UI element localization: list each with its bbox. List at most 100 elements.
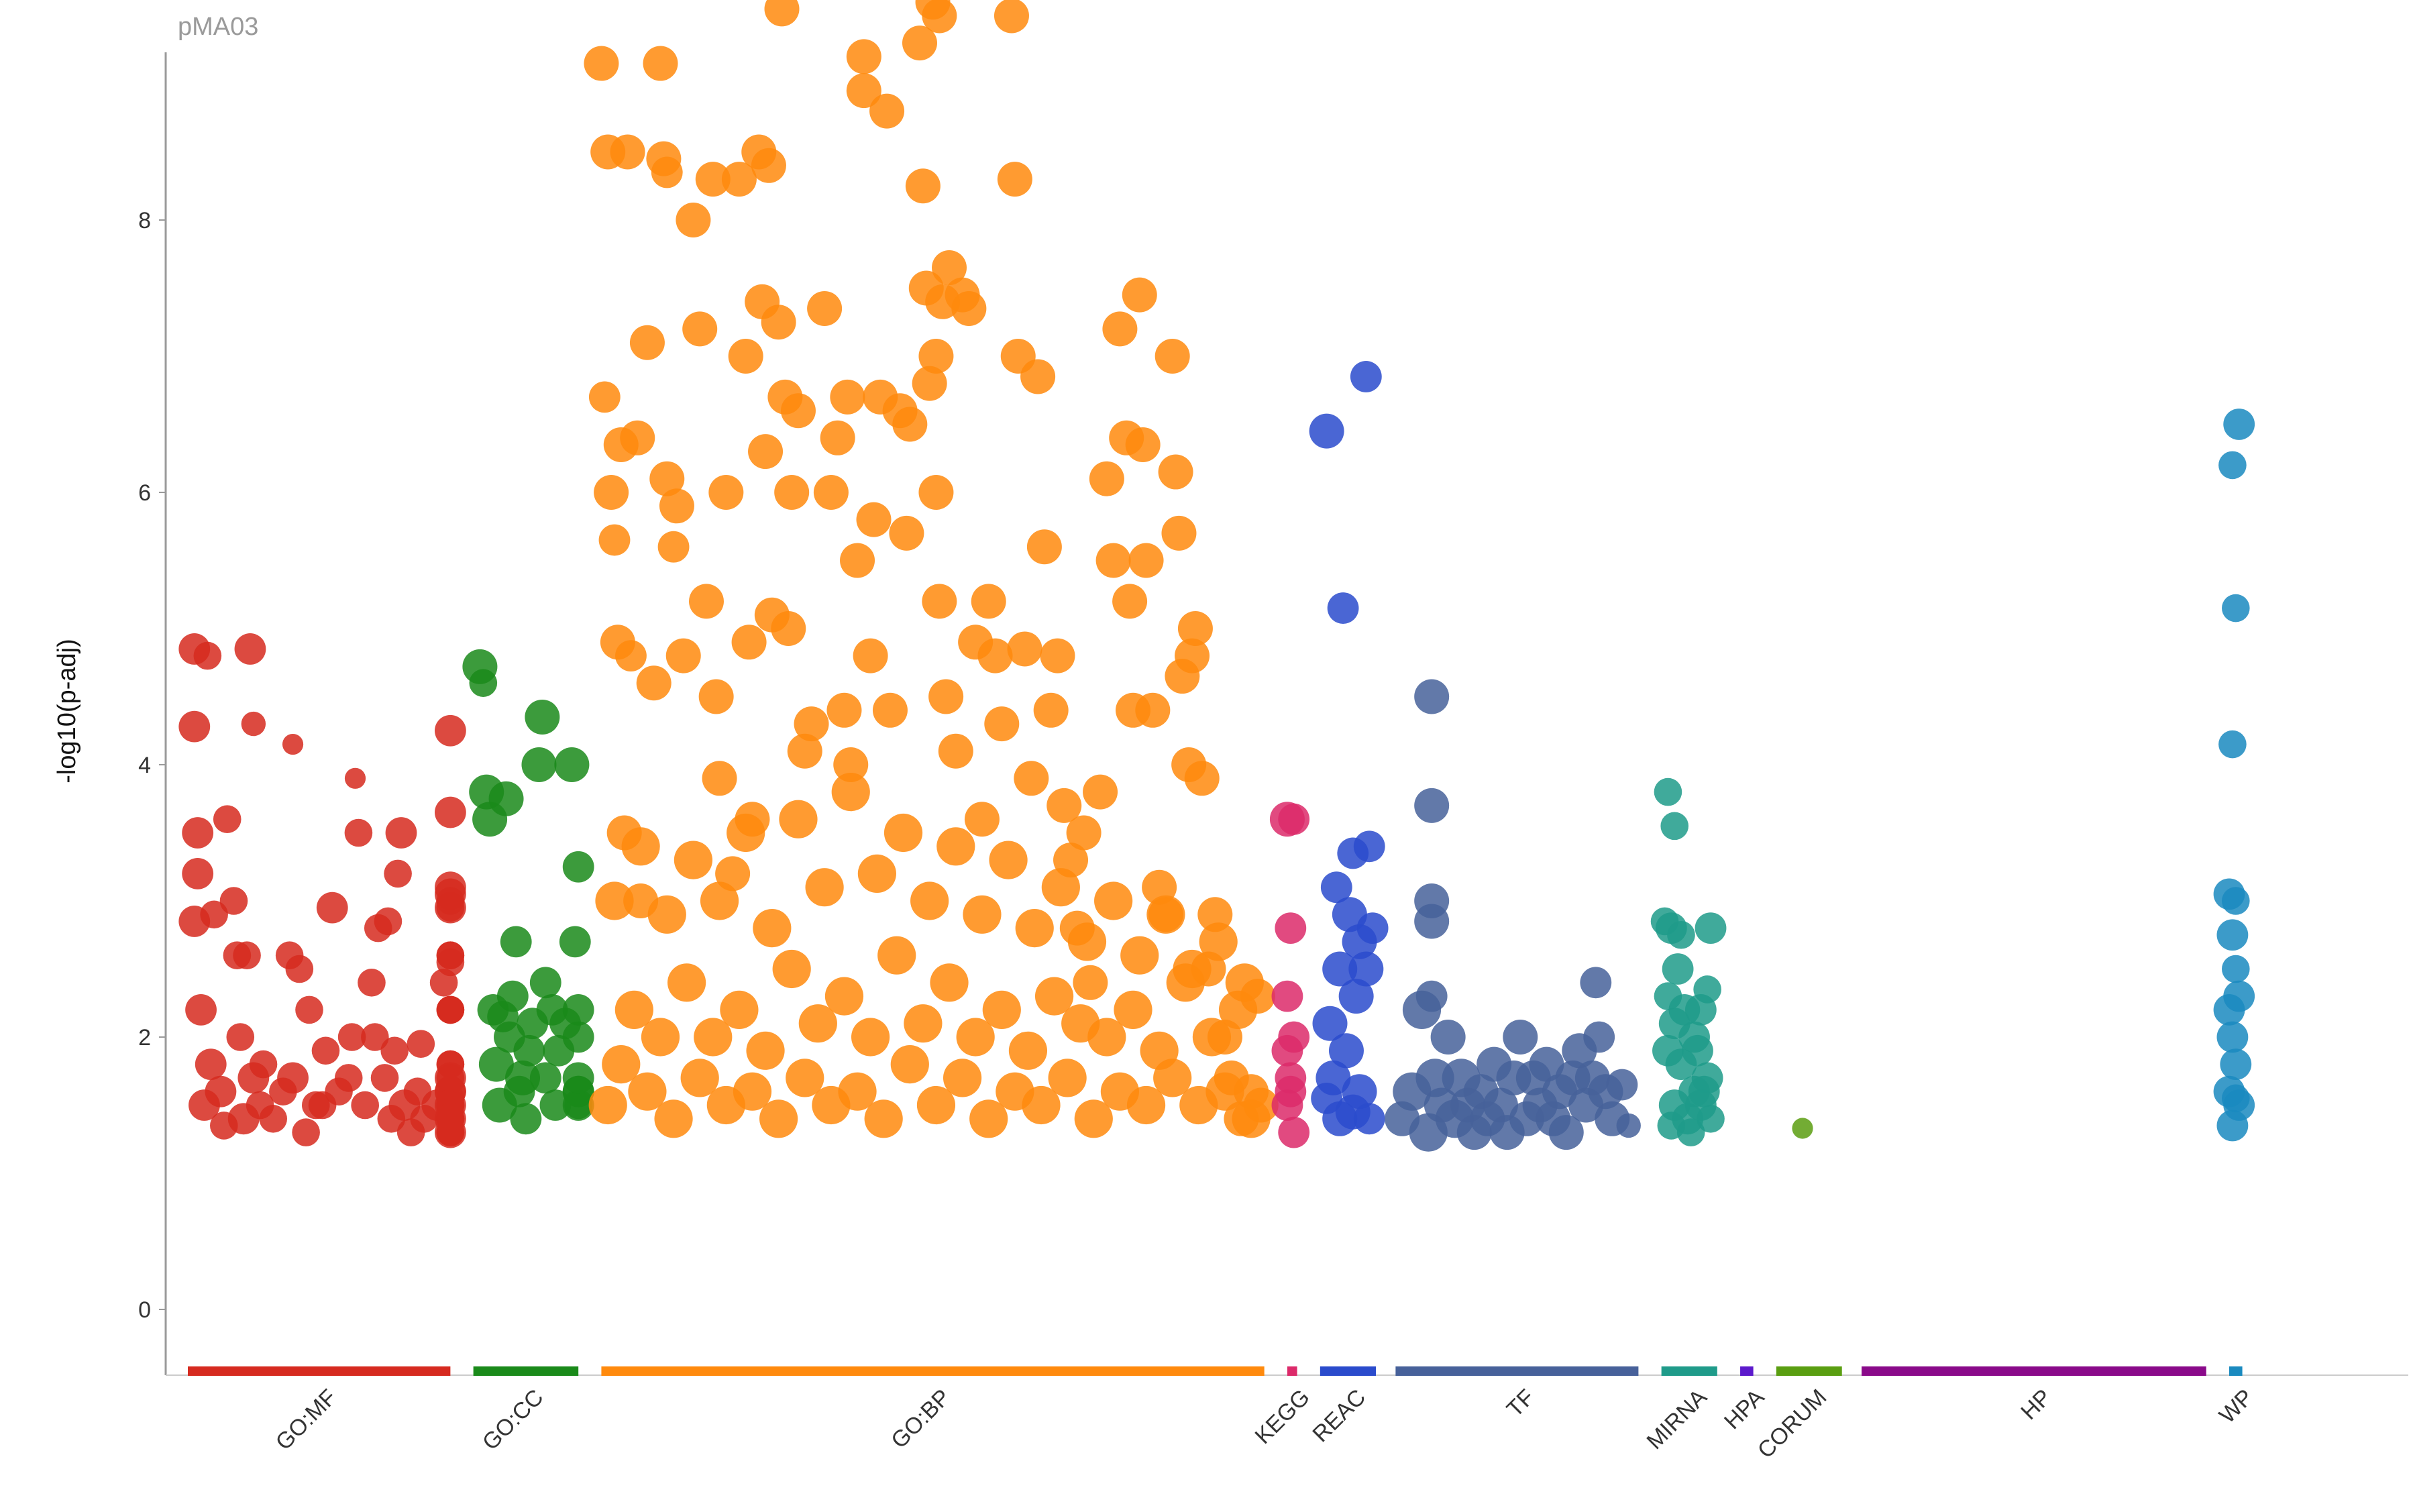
source-label: GO:BP xyxy=(886,1385,955,1454)
data-point xyxy=(727,813,765,853)
labels-layer: pMA0302468101214>16values above this thr… xyxy=(53,13,2259,1463)
data-point xyxy=(629,325,665,360)
data-point xyxy=(1020,359,1056,394)
data-point xyxy=(721,162,757,197)
data-point xyxy=(1682,1034,1713,1067)
data-point xyxy=(1529,1046,1564,1082)
data-point xyxy=(1225,963,1264,1002)
data-point xyxy=(930,963,969,1002)
data-point xyxy=(562,851,594,883)
data-point xyxy=(595,881,634,920)
data-point xyxy=(370,1064,399,1092)
data-point xyxy=(1309,413,1344,449)
data-point xyxy=(982,990,1021,1029)
data-point xyxy=(824,977,864,1016)
y-tick-label: 6 xyxy=(138,480,151,506)
data-point xyxy=(2218,451,2247,480)
data-point xyxy=(1192,1018,1231,1057)
data-point xyxy=(2222,955,2250,983)
data-point xyxy=(759,1099,798,1138)
data-point xyxy=(667,963,706,1002)
data-point xyxy=(786,1059,824,1097)
data-point xyxy=(487,1001,519,1032)
data-point xyxy=(708,475,744,510)
data-point xyxy=(182,817,214,849)
data-point xyxy=(351,1091,379,1120)
data-point xyxy=(1074,1099,1113,1138)
data-point xyxy=(2223,980,2255,1012)
data-point xyxy=(344,767,366,789)
data-point xyxy=(989,841,1028,879)
data-point xyxy=(1338,979,1374,1014)
data-point xyxy=(219,887,248,915)
data-point xyxy=(700,881,739,920)
data-point xyxy=(780,393,816,429)
data-point xyxy=(820,420,855,455)
data-point xyxy=(964,802,1000,837)
data-point xyxy=(1066,815,1102,851)
axes-layer xyxy=(159,52,2408,1376)
source-label: REAC xyxy=(1307,1385,1371,1448)
y-tick-label: 8 xyxy=(138,208,151,233)
data-point xyxy=(748,434,784,470)
data-point xyxy=(641,1018,680,1057)
data-point xyxy=(344,818,373,847)
source-label: WP xyxy=(2214,1385,2259,1429)
source-bar-hp xyxy=(1862,1366,2206,1376)
data-point xyxy=(1033,692,1069,728)
data-point xyxy=(1153,1059,1192,1097)
data-point xyxy=(598,524,631,556)
data-point xyxy=(361,1023,389,1051)
data-point xyxy=(564,1091,592,1120)
data-point xyxy=(1414,679,1450,714)
data-point xyxy=(233,941,261,969)
data-point xyxy=(969,1099,1008,1138)
data-point xyxy=(1026,529,1062,565)
data-point xyxy=(657,531,690,563)
data-point xyxy=(621,827,660,866)
source-bar-tf xyxy=(1395,1366,1639,1376)
data-point xyxy=(295,995,323,1024)
data-point xyxy=(1275,1075,1307,1108)
data-point xyxy=(1312,1006,1348,1041)
data-point xyxy=(1414,788,1450,823)
data-point xyxy=(1503,1020,1538,1055)
data-point xyxy=(1083,774,1118,810)
data-point xyxy=(1606,1069,1638,1101)
data-point xyxy=(904,1004,943,1043)
data-point xyxy=(2223,409,2255,440)
data-point xyxy=(997,162,1032,197)
data-point xyxy=(938,733,973,769)
data-point xyxy=(1483,1087,1518,1123)
source-label: HP xyxy=(2016,1385,2056,1425)
data-point xyxy=(1660,812,1689,841)
data-point xyxy=(615,640,647,671)
data-point xyxy=(1073,965,1108,1000)
data-point xyxy=(292,1118,320,1146)
data-point xyxy=(943,1059,982,1097)
data-point xyxy=(753,909,792,948)
data-point xyxy=(918,475,954,510)
data-point xyxy=(510,1103,542,1135)
data-point xyxy=(285,955,314,983)
data-point xyxy=(241,711,266,737)
data-point xyxy=(1040,638,1075,673)
source-bar-kegg xyxy=(1287,1366,1297,1376)
data-point xyxy=(751,148,786,183)
data-point xyxy=(698,679,734,714)
data-point xyxy=(2216,1021,2249,1053)
data-point xyxy=(984,706,1020,742)
data-point xyxy=(1114,990,1152,1029)
data-point xyxy=(1128,543,1164,578)
data-point xyxy=(902,25,937,61)
data-point xyxy=(840,543,875,578)
data-point xyxy=(1015,909,1054,948)
data-point xyxy=(1022,1085,1061,1125)
data-point xyxy=(838,1072,877,1111)
data-point xyxy=(337,1023,366,1051)
data-point xyxy=(2222,1084,2250,1113)
data-point xyxy=(2222,594,2250,623)
source-bar-reac xyxy=(1320,1366,1377,1376)
data-point xyxy=(1278,1116,1310,1148)
data-point xyxy=(513,1034,545,1067)
